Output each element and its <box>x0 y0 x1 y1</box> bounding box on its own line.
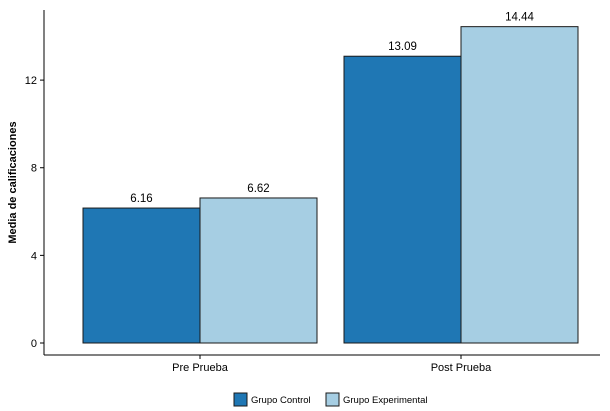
y-tick-label: 12 <box>25 75 37 87</box>
legend-label-control: Grupo Control <box>251 395 311 406</box>
legend-swatch-control <box>233 392 248 407</box>
bars-layer <box>82 26 579 344</box>
bar-experimental-pre <box>199 197 318 344</box>
y-tick-label: 4 <box>31 250 37 262</box>
x-tick-label: Post Prueba <box>431 362 492 374</box>
bar-control-post <box>343 55 462 344</box>
data-label: 13.09 <box>388 41 417 53</box>
data-label: 6.16 <box>130 193 152 205</box>
data-label: 6.62 <box>247 183 269 195</box>
y-axis-title: Media de calificaciones <box>7 121 19 243</box>
legend-swatch-experimental <box>325 392 340 407</box>
legend: Grupo Control Grupo Experimental <box>233 392 427 407</box>
y-tick-label: 0 <box>31 338 37 350</box>
labels-layer: 6.16 6.62 13.09 14.44 <box>130 12 534 205</box>
axes-layer: 0 4 8 12 Pre Prueba Post Prueba <box>25 10 600 374</box>
legend-label-experimental: Grupo Experimental <box>343 395 427 406</box>
y-tick-label: 8 <box>31 163 37 175</box>
data-label: 14.44 <box>505 12 534 24</box>
x-tick-label: Pre Prueba <box>172 362 229 374</box>
bar-control-pre <box>82 207 201 344</box>
bar-experimental-post <box>460 26 579 344</box>
